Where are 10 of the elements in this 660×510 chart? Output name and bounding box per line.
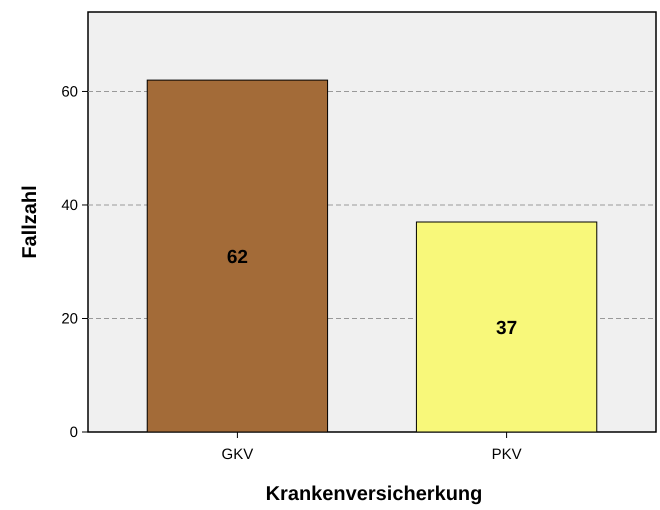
x-tick-label: PKV: [492, 446, 522, 463]
x-axis-title: Krankenversicherkung: [266, 483, 482, 505]
y-axis-title: Fallzahl: [19, 185, 41, 259]
data-label: 37: [496, 318, 518, 339]
x-tick-label: GKV: [222, 446, 254, 463]
data-label: 62: [226, 247, 248, 268]
y-tick-label: 40: [61, 196, 78, 214]
y-tick-label: 20: [61, 310, 78, 328]
y-tick-label: 60: [61, 83, 78, 100]
y-tick-label: 0: [70, 424, 78, 441]
